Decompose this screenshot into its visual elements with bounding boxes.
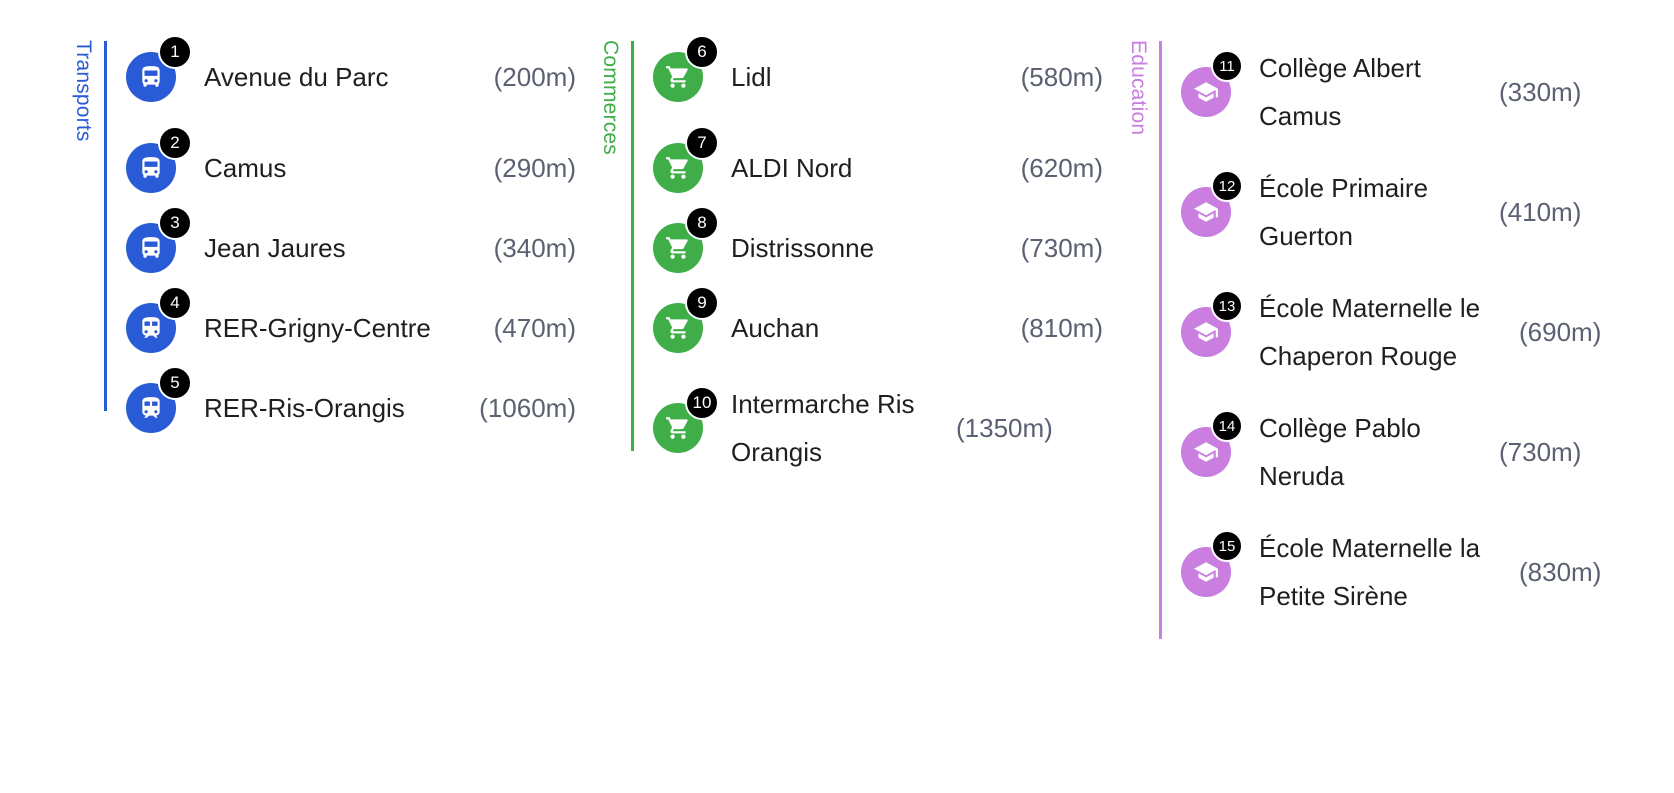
poi-number-badge: 13 <box>1211 290 1243 322</box>
poi-number-badge: 14 <box>1211 410 1243 442</box>
list-item[interactable]: 13 École Maternelle le Chaperon Rouge (6… <box>1181 284 1636 380</box>
list-item[interactable]: 6 Lidl (580m) <box>653 35 1103 106</box>
poi-distance: (730m) <box>1499 437 1582 467</box>
poi-name: École Maternelle la Petite Sirène <box>1259 533 1481 611</box>
transports-divider <box>104 41 107 411</box>
poi-marker: 5 <box>126 366 192 433</box>
poi-distance: (340m) <box>493 233 576 263</box>
list-item[interactable]: 4 RER-Grigny-Centre (470m) <box>126 286 576 368</box>
commerces-label: Commerces <box>599 40 622 155</box>
poi-distance: (330m) <box>1499 77 1582 107</box>
poi-marker: 15 <box>1181 530 1243 597</box>
poi-marker: 9 <box>653 286 719 353</box>
poi-name: Jean Jaures <box>204 233 346 263</box>
poi-marker: 1 <box>126 35 192 102</box>
poi-name: École Primaire Guerton <box>1259 173 1429 251</box>
list-item[interactable]: 12 École Primaire Guerton (410m) <box>1181 164 1636 260</box>
list-item[interactable]: 11 Collège Albert Camus (330m) <box>1181 44 1636 140</box>
poi-marker: 7 <box>653 126 719 193</box>
graduation-cap-icon <box>1181 187 1231 237</box>
poi-number-badge: 4 <box>158 286 192 320</box>
poi-name: RER-Grigny-Centre <box>204 313 431 343</box>
poi-distance: (290m) <box>493 153 576 183</box>
poi-marker: 3 <box>126 206 192 273</box>
poi-distance: (830m) <box>1519 557 1602 587</box>
list-item[interactable]: 14 Collège Pablo Neruda (730m) <box>1181 404 1636 500</box>
poi-number-badge: 3 <box>158 206 192 240</box>
education-divider <box>1159 41 1162 639</box>
poi-distance: (620m) <box>1020 153 1103 183</box>
list-item[interactable]: 1 Avenue du Parc (200m) <box>126 35 576 106</box>
list-item[interactable]: 15 École Maternelle la Petite Sirène (83… <box>1181 524 1636 620</box>
poi-name: Camus <box>204 153 287 183</box>
poi-distance: (1350m) <box>956 413 1053 443</box>
poi-number-badge: 12 <box>1211 170 1243 202</box>
poi-marker: 14 <box>1181 410 1243 477</box>
transports-label: Transports <box>72 40 95 142</box>
poi-marker: 11 <box>1181 50 1243 117</box>
poi-number-badge: 11 <box>1211 50 1243 82</box>
list-item[interactable]: 5 RER-Ris-Orangis (1060m) <box>126 366 576 448</box>
poi-name: Intermarche Ris Orangis <box>731 389 915 467</box>
poi-distance: (730m) <box>1020 233 1103 263</box>
list-item[interactable]: 7 ALDI Nord (620m) <box>653 126 1103 208</box>
poi-number-badge: 2 <box>158 126 192 160</box>
poi-number-badge: 9 <box>685 286 719 320</box>
poi-name: Collège Pablo Neruda <box>1259 413 1421 491</box>
poi-name: École Maternelle le Chaperon Rouge <box>1259 293 1481 371</box>
cart-icon <box>653 403 703 453</box>
list-item[interactable]: 10 Intermarche Ris Orangis (1350m) <box>653 378 1103 478</box>
list-item[interactable]: 8 Distrissonne (730m) <box>653 206 1103 288</box>
poi-number-badge: 15 <box>1211 530 1243 562</box>
list-item[interactable]: 9 Auchan (810m) <box>653 286 1103 368</box>
poi-distance: (1060m) <box>479 393 576 423</box>
poi-marker: 2 <box>126 126 192 193</box>
poi-distance: (410m) <box>1499 197 1582 227</box>
poi-name: RER-Ris-Orangis <box>204 393 405 423</box>
poi-name: ALDI Nord <box>731 153 853 183</box>
poi-number-badge: 8 <box>685 206 719 240</box>
poi-distance: (690m) <box>1519 317 1602 347</box>
poi-marker: 12 <box>1181 170 1243 237</box>
poi-number-badge: 6 <box>685 35 719 69</box>
poi-name: Collège Albert Camus <box>1259 53 1421 131</box>
poi-marker: 6 <box>653 35 719 102</box>
poi-marker: 13 <box>1181 290 1243 357</box>
poi-marker: 10 <box>653 386 719 453</box>
poi-marker: 4 <box>126 286 192 353</box>
poi-name: Auchan <box>731 313 820 343</box>
poi-marker: 8 <box>653 206 719 273</box>
list-item[interactable]: 2 Camus (290m) <box>126 126 576 208</box>
poi-number-badge: 5 <box>158 366 192 400</box>
commerces-divider <box>631 41 634 451</box>
poi-name: Lidl <box>731 62 772 92</box>
list-item[interactable]: 3 Jean Jaures (340m) <box>126 206 576 288</box>
poi-distance: (580m) <box>1020 62 1103 92</box>
education-label: Education <box>1127 40 1150 136</box>
poi-number-badge: 7 <box>685 126 719 160</box>
poi-distance: (200m) <box>493 62 576 92</box>
poi-name: Avenue du Parc <box>204 62 389 92</box>
poi-number-badge: 1 <box>158 35 192 69</box>
poi-number-badge: 10 <box>685 386 719 420</box>
poi-distance: (470m) <box>493 313 576 343</box>
poi-name: Distrissonne <box>731 233 875 263</box>
poi-distance: (810m) <box>1020 313 1103 343</box>
